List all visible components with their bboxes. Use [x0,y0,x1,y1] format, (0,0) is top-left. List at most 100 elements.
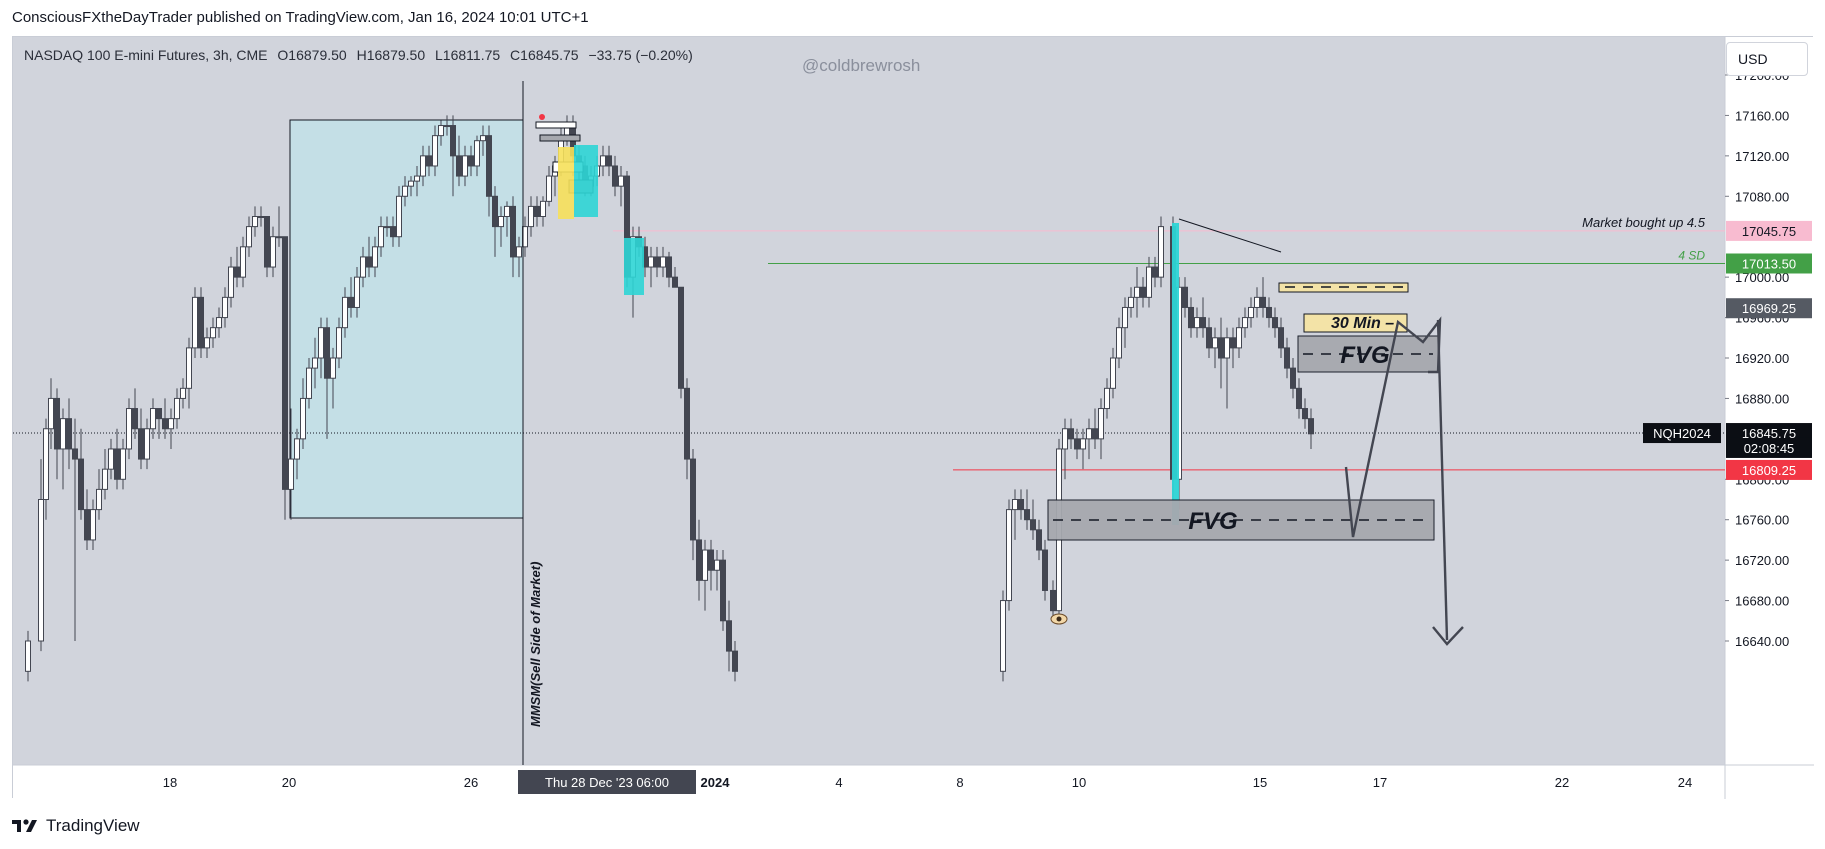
y-tick-label: 16920.00 [1735,351,1789,366]
y-tick-label: 16720.00 [1735,553,1789,568]
y-tick-label: 16760.00 [1735,513,1789,528]
current-symbol-label: NQH2024 [1653,426,1711,441]
candle-body [1230,337,1236,349]
y-tick-label: 16880.00 [1735,391,1789,406]
candle-body [324,327,330,379]
candle-body [546,175,552,202]
chart-svg[interactable]: Market bought up 4.5 4 SD MMSM(Sell Side … [13,37,1814,799]
candle-body [240,246,246,278]
y-tick-label: 17120.00 [1735,149,1789,164]
candle-body [270,236,276,268]
candle-body [504,205,510,217]
price-tag-label: 16969.25 [1742,301,1796,316]
candle-body [288,458,294,490]
candle-body [186,347,192,389]
red-marker-dot [539,114,545,120]
footer-brand[interactable]: TradingView [12,816,140,836]
candle-body [1284,347,1290,369]
fvg-label-lower: FVG [1188,508,1237,535]
x-tick-label: 17 [1373,775,1387,790]
x-tick-label: 22 [1555,775,1569,790]
candle-body [612,165,618,187]
cyan-highlight [574,145,598,217]
price-tag-dark [1726,437,1812,458]
candle-body [246,226,252,248]
price-tag-pink [1726,220,1812,241]
candle-body [54,397,60,450]
candle-body [210,327,216,339]
candle-body [108,448,114,470]
candle-body [732,650,738,672]
candle-body [156,408,162,420]
candles-layer [25,115,1314,682]
candle-body [354,276,360,308]
legend-close: C16845.75 [510,47,579,63]
price-axis[interactable] [1725,37,1814,765]
crosshair-date-label: Thu 28 Dec '23 06:00 [545,775,669,790]
currency-button[interactable]: USD [1726,42,1808,76]
candle-body [43,428,49,500]
candle-body [618,175,624,187]
candle-body [1062,428,1068,450]
candle-body [1080,438,1086,450]
candle-body [1036,529,1042,551]
candle-body [1296,387,1302,410]
footer-brand-text: TradingView [46,816,140,835]
order-block-small [535,121,577,129]
candle-body [25,640,31,672]
candle-body [1006,509,1012,602]
candle-body [372,246,378,268]
candle-body [378,226,384,248]
candle-body [492,195,498,228]
candle-body [1074,438,1080,450]
candle-body [1110,357,1116,389]
fvg-label-upper: FVG [1340,342,1389,369]
candle-body [666,256,672,278]
candle-body [426,155,432,167]
candle-body [1248,306,1254,319]
candle-body [690,458,696,541]
plot-area[interactable] [13,37,1725,765]
candle-body [1092,428,1098,440]
candle-body [462,155,468,177]
candle-body [1000,600,1006,672]
candle-body [1012,499,1018,511]
price-tag-gray [1726,298,1812,319]
arrow-down-icon [1432,626,1464,646]
candle-body [1218,337,1224,359]
candle-body [72,448,78,460]
candle-body [1254,296,1260,308]
candle-body [456,155,462,177]
candle-body [702,549,708,581]
candle-body [1104,387,1110,410]
trendline [1178,218,1282,253]
candle-body [216,317,222,329]
candle-body [660,256,666,268]
price-tag-label: 02:08:45 [1744,441,1795,456]
candle-body [60,418,66,450]
candle-body [276,236,282,239]
cyan-vertical-highlight [1172,223,1179,525]
projected-path [1344,316,1442,538]
candle-body [408,180,414,187]
time-axis[interactable] [13,765,1814,799]
x-tick-label: 18 [163,775,177,790]
candle-body [486,135,492,197]
candle-body [38,499,44,642]
candle-body [102,468,108,490]
x-tick-label: 10 [1072,775,1086,790]
candle-body [132,408,138,430]
candle-body [684,387,690,460]
projection-down-line [1436,319,1449,641]
symbol-legend: NASDAQ 100 E-mini Futures, 3h, CME O1687… [24,47,699,63]
chart-frame[interactable]: Market bought up 4.5 4 SD MMSM(Sell Side … [12,36,1814,799]
x-tick-label: 2024 [701,775,731,790]
x-tick-label: 24 [1678,775,1692,790]
candle-body [366,256,372,268]
candle-body [1146,266,1152,298]
candle-body [528,205,534,228]
candle-body [1158,226,1164,278]
candle-body [1242,317,1248,329]
candle-body [1206,327,1212,349]
thirty-min-label: 30 Min – [1331,315,1394,332]
